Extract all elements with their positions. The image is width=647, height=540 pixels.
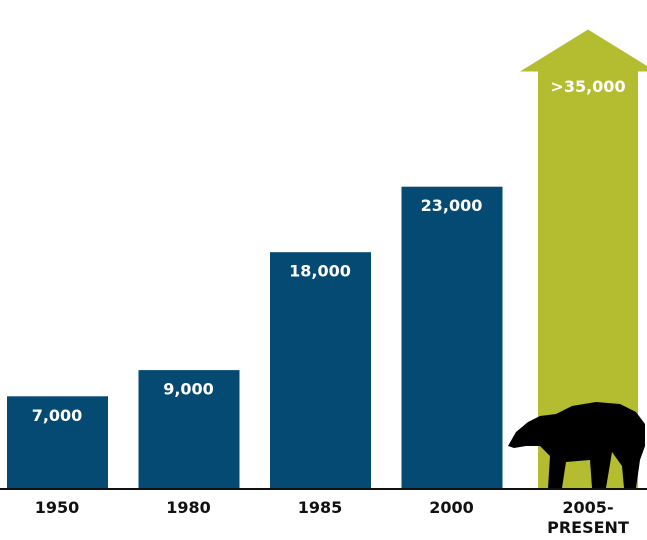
- bar: [401, 186, 503, 488]
- x-tick-label: 1980: [166, 498, 211, 517]
- x-tick-label: 1950: [34, 498, 80, 517]
- x-tick-label: 2000: [429, 498, 474, 517]
- bar: [270, 252, 371, 488]
- x-tick-label: 1985: [297, 498, 343, 517]
- value-label: 18,000: [289, 262, 351, 281]
- value-label: 23,000: [421, 196, 483, 215]
- arrow-bar: [520, 29, 647, 488]
- bear-silhouette: [508, 402, 645, 488]
- value-label: 9,000: [163, 380, 214, 399]
- value-label: >35,000: [550, 77, 625, 96]
- x-tick-label: 2005-PRESENT: [547, 498, 629, 537]
- bar: [138, 370, 240, 488]
- value-label: 7,000: [32, 406, 83, 425]
- bar: [7, 396, 108, 488]
